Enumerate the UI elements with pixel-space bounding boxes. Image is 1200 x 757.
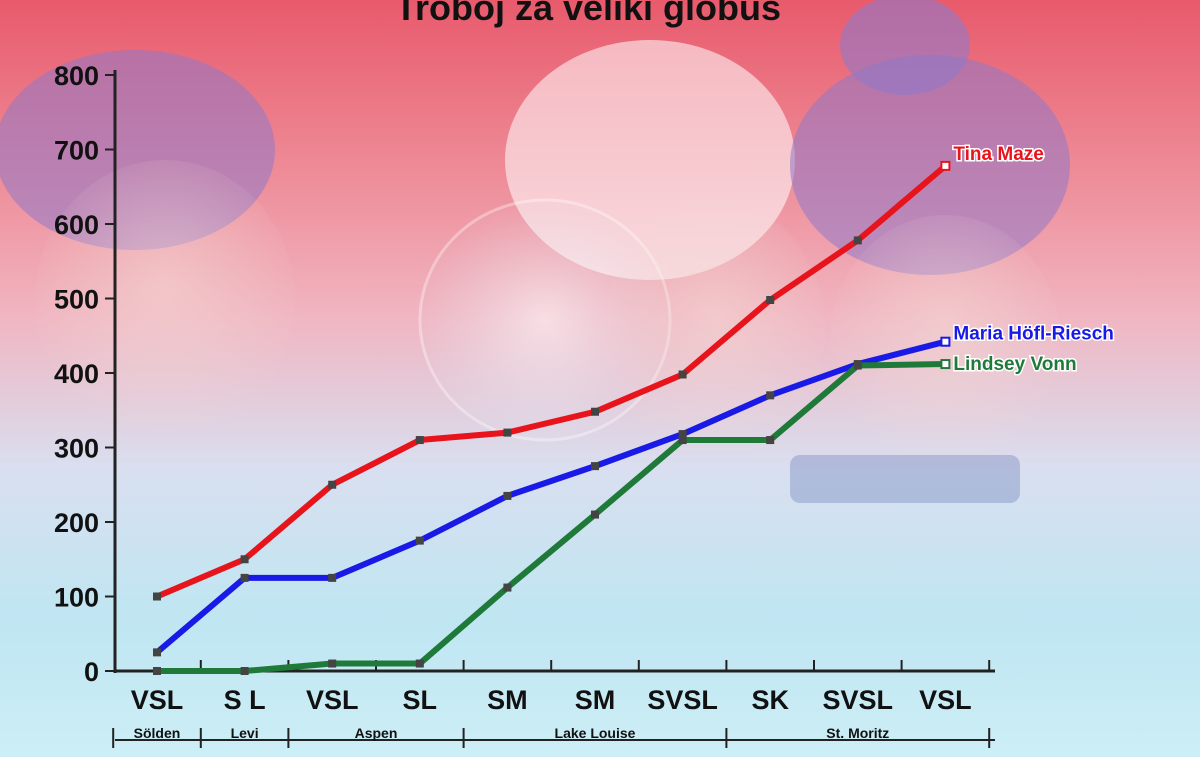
- data-point: [853, 361, 862, 370]
- x-tick-label: SL: [403, 685, 438, 715]
- venue-label: Aspen: [355, 725, 398, 741]
- x-tick-label: SVSL: [647, 685, 718, 715]
- series-lines: [154, 162, 949, 674]
- series-label: Lindsey Vonn: [953, 354, 1076, 375]
- data-point: [240, 573, 249, 582]
- series-labels: Tina Maze Maria Höfl-Riesch Lindsey Vonn: [952, 142, 1115, 376]
- venue-label: St. Moritz: [826, 725, 889, 741]
- data-point: [940, 359, 951, 370]
- y-tick-label: 700: [54, 136, 99, 166]
- series-markers: [153, 160, 951, 675]
- data-point: [328, 659, 337, 668]
- y-tick-label: 200: [54, 508, 99, 538]
- y-tick-label: 600: [54, 210, 99, 240]
- series-line: [154, 338, 949, 656]
- x-tick-label: VSL: [919, 685, 972, 715]
- y-tick-label: 500: [54, 285, 99, 315]
- x-tick-label: SK: [751, 685, 789, 715]
- venue-labels: Sölden Levi Aspen Lake Louise St. Moritz: [112, 725, 991, 748]
- x-tick-label: SM: [487, 685, 528, 715]
- venue-label: Sölden: [134, 725, 181, 741]
- data-point: [153, 592, 161, 601]
- data-point: [153, 648, 161, 657]
- axes: [113, 70, 995, 741]
- data-point: [591, 407, 599, 416]
- series-line: [154, 162, 949, 600]
- data-point: [328, 573, 337, 582]
- data-point: [153, 667, 161, 675]
- x-tick-label: VSL: [131, 685, 184, 715]
- data-point: [940, 336, 951, 347]
- x-tick-label: SM: [575, 685, 616, 715]
- venue-label: Levi: [231, 725, 259, 741]
- data-point: [240, 667, 249, 675]
- data-point: [328, 480, 337, 489]
- data-point: [240, 555, 249, 564]
- goggle-strap: [790, 455, 1020, 503]
- data-point: [853, 236, 862, 245]
- data-point: [503, 491, 512, 500]
- data-point: [591, 462, 599, 471]
- x-tick-label: SVSL: [823, 685, 894, 715]
- data-point: [503, 583, 512, 592]
- y-tick-label: 400: [54, 359, 99, 389]
- data-point: [415, 436, 424, 445]
- venue-label: Lake Louise: [555, 725, 636, 741]
- y-axis-ticks: 0 100 200 300 400 500 600 700 800: [54, 61, 115, 687]
- data-point: [415, 536, 424, 545]
- x-tick-label: S L: [224, 685, 266, 715]
- series-label: Maria Höfl-Riesch: [953, 324, 1113, 345]
- data-point: [591, 510, 599, 519]
- data-point: [678, 436, 687, 445]
- y-tick-label: 0: [84, 657, 99, 687]
- y-tick-label: 100: [54, 583, 99, 613]
- chart-title: Troboj za veliki globus: [395, 0, 781, 28]
- y-tick-label: 800: [54, 61, 99, 91]
- series-label: Tina Maze: [953, 144, 1043, 165]
- x-tick-label: VSL: [306, 685, 359, 715]
- x-axis-ticks: VSL S L VSL SL SM SM SVSL SK SVSL VSL: [131, 660, 991, 715]
- data-point: [940, 160, 951, 171]
- data-point: [766, 295, 775, 304]
- data-point: [678, 370, 687, 379]
- right-hat: [790, 55, 1070, 275]
- data-point: [503, 428, 512, 437]
- data-point: [766, 391, 775, 400]
- data-point: [678, 430, 687, 439]
- data-point: [415, 659, 424, 668]
- left-face: [35, 160, 295, 440]
- series-line: [154, 361, 949, 674]
- y-tick-label: 300: [54, 434, 99, 464]
- data-point: [766, 436, 775, 445]
